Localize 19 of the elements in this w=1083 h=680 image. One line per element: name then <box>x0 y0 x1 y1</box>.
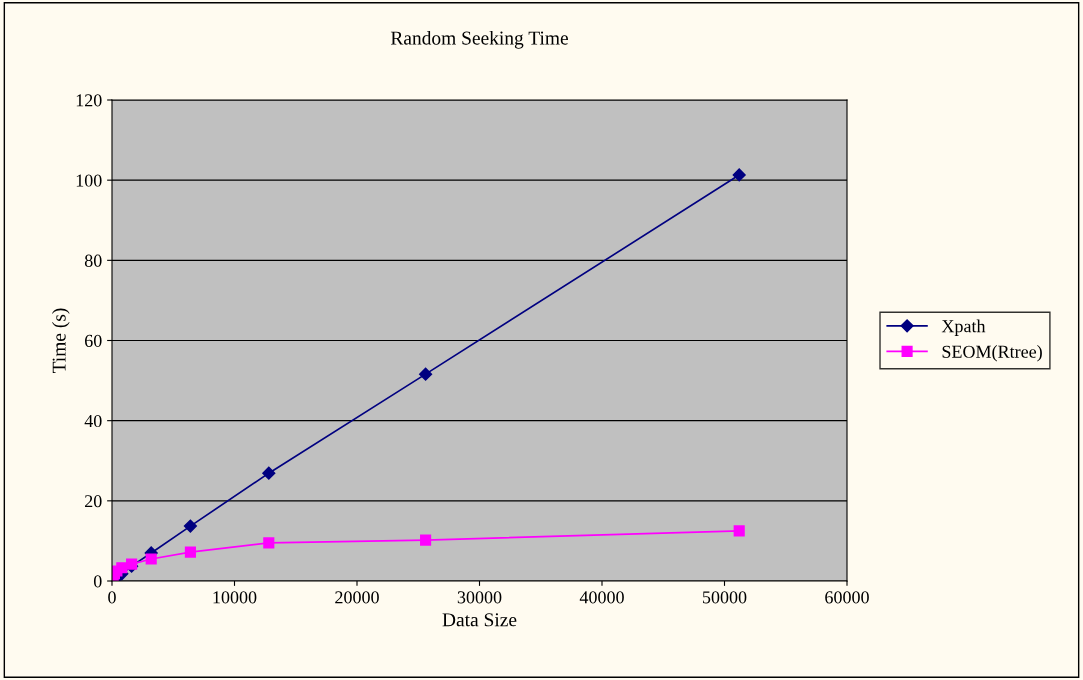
x-tick-label: 60000 <box>825 591 869 604</box>
x-tick-label: 40000 <box>579 591 624 604</box>
y-tick-label: 120 <box>76 94 102 107</box>
x-tick-label: 30000 <box>457 591 502 604</box>
x-tick-label: 10000 <box>213 591 257 604</box>
y-axis-title: Time (s) <box>52 308 70 374</box>
legend-label: SEOM(Rtree) <box>942 345 1042 362</box>
y-tick-label: 100 <box>76 174 102 187</box>
y-tick-label: 60 <box>85 334 102 347</box>
y-tick-label: 20 <box>85 495 102 508</box>
chart-title: Random Seeking Time <box>390 30 568 49</box>
x-tick-label: 20000 <box>335 591 379 604</box>
x-axis-title: Data Size <box>442 613 517 627</box>
y-tick-label: 40 <box>84 414 102 428</box>
x-tick-label: 50000 <box>702 591 747 604</box>
x-tick-label: 0 <box>108 591 116 604</box>
y-tick-label: 80 <box>84 254 102 267</box>
y-tick-label: 0 <box>93 575 102 588</box>
legend-label: Xpath <box>941 319 986 336</box>
